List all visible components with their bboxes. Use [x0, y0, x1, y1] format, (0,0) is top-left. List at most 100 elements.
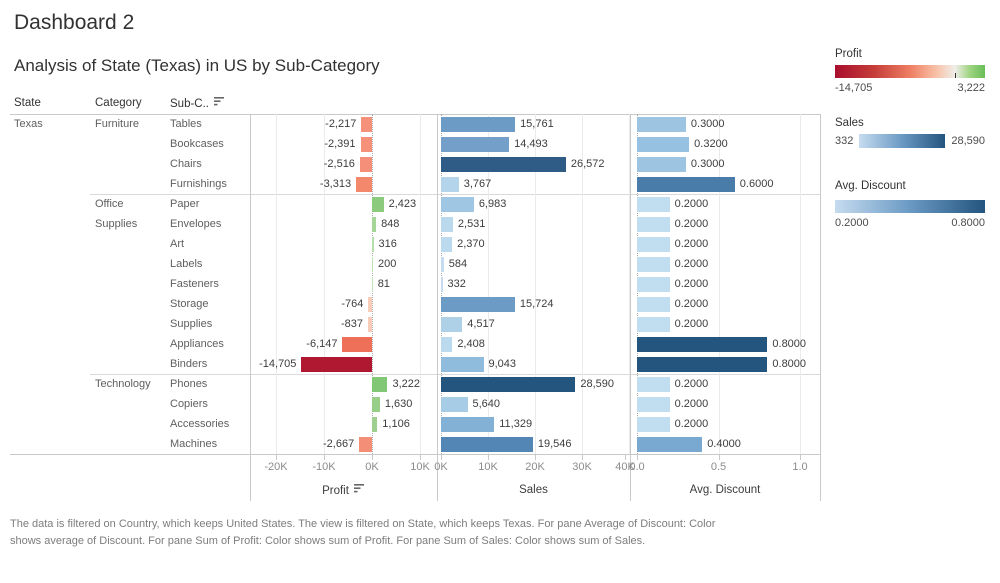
sales-bar[interactable] [441, 237, 453, 252]
sort-icon[interactable] [353, 484, 365, 496]
profit-bar[interactable] [359, 437, 372, 452]
profit-value-label: 200 [377, 258, 397, 270]
subcategory-label[interactable]: Binders [170, 358, 208, 370]
discount-gradient[interactable] [835, 200, 985, 213]
discount-bar[interactable] [637, 297, 670, 312]
subcategory-label[interactable]: Supplies [170, 318, 213, 330]
category-label[interactable]: Office [95, 198, 124, 210]
profit-legend-max: 3,222 [957, 82, 985, 94]
sales-bar[interactable] [441, 277, 443, 292]
sales-bar[interactable] [441, 217, 453, 232]
subcategory-label[interactable]: Phones [170, 378, 208, 390]
discount-bar[interactable] [637, 337, 768, 352]
sales-bar[interactable] [441, 397, 468, 412]
page-title: Dashboard 2 [14, 11, 135, 34]
sales-bar[interactable] [441, 117, 516, 132]
profit-value-label: -2,516 [323, 158, 355, 170]
sales-bar[interactable] [441, 257, 444, 272]
discount-value-label: 0.2000 [674, 398, 709, 410]
discount-bar[interactable] [637, 317, 670, 332]
profit-bar[interactable] [301, 357, 372, 372]
sales-value-label: 26,572 [570, 158, 605, 170]
profit-bar[interactable] [360, 137, 372, 152]
sales-bar[interactable] [441, 437, 533, 452]
axis-tick [625, 455, 626, 460]
profit-value-label: 848 [381, 218, 400, 230]
discount-bar[interactable] [637, 217, 670, 232]
subcategory-label[interactable]: Copiers [170, 398, 208, 410]
discount-bar[interactable] [637, 437, 703, 452]
sales-bar[interactable] [441, 137, 510, 152]
sales-bar[interactable] [441, 197, 474, 212]
subcategory-label[interactable]: Envelopes [170, 218, 222, 230]
profit-bar[interactable] [368, 297, 372, 312]
discount-bar[interactable] [637, 397, 670, 412]
profit-bar[interactable] [372, 277, 373, 292]
profit-bar[interactable] [359, 157, 372, 172]
discount-bar[interactable] [637, 177, 735, 192]
profit-bar[interactable] [372, 217, 377, 232]
discount-bar[interactable] [637, 277, 670, 292]
subcategory-label[interactable]: Chairs [170, 158, 202, 170]
subcategory-label[interactable]: Tables [170, 118, 202, 130]
subcategory-label[interactable]: Appliances [170, 338, 224, 350]
sales-bar[interactable] [441, 297, 515, 312]
discount-bar[interactable] [637, 237, 670, 252]
discount-bar[interactable] [637, 257, 670, 272]
profit-gradient[interactable] [835, 65, 985, 78]
subcategory-label[interactable]: Labels [170, 258, 203, 270]
subcategory-label[interactable]: Art [170, 238, 185, 250]
profit-value-label: -2,667 [323, 438, 355, 450]
axis-tick [718, 455, 720, 460]
subcategory-label[interactable]: Machines [170, 438, 218, 450]
profit-bar[interactable] [372, 257, 373, 272]
profit-bar[interactable] [361, 117, 372, 132]
axis-tick-label: 0.0 [629, 461, 645, 473]
column-header-subcategory[interactable]: Sub-C.. [170, 97, 225, 110]
state-label[interactable]: Texas [14, 118, 43, 130]
discount-bar[interactable] [637, 157, 686, 172]
subcategory-label[interactable]: Furnishings [170, 178, 227, 190]
profit-bar[interactable] [372, 237, 374, 252]
discount-value-label: 0.8000 [772, 338, 807, 350]
profit-bar[interactable] [356, 177, 372, 192]
subcategory-label[interactable]: Paper [170, 198, 200, 210]
discount-color-legend: Avg. Discount 0.2000 0.8000 [835, 180, 985, 229]
subcategory-label[interactable]: Storage [170, 298, 209, 310]
sales-bar[interactable] [441, 317, 463, 332]
discount-value-label: 0.3000 [690, 118, 725, 130]
subcategory-label[interactable]: Fasteners [170, 278, 219, 290]
profit-bar[interactable] [342, 337, 372, 352]
column-header-category[interactable]: Category [95, 97, 142, 109]
category-label[interactable]: Furniture [95, 118, 140, 130]
discount-bar[interactable] [637, 117, 686, 132]
sales-bar[interactable] [441, 417, 495, 432]
subcategory-label[interactable]: Accessories [170, 418, 230, 430]
subcategory-label[interactable]: Bookcases [170, 138, 224, 150]
profit-bar[interactable] [372, 197, 384, 212]
category-label[interactable]: Supplies [95, 218, 138, 230]
sales-gradient[interactable] [859, 134, 946, 148]
axis-tick [535, 455, 536, 460]
sales-bar[interactable] [441, 357, 484, 372]
sales-bar[interactable] [441, 177, 459, 192]
discount-bar[interactable] [637, 357, 768, 372]
axis-tick [276, 455, 277, 460]
discount-bar[interactable] [637, 137, 690, 152]
discount-bar[interactable] [637, 197, 670, 212]
discount-bar[interactable] [637, 377, 670, 392]
sales-bar[interactable] [441, 157, 566, 172]
profit-bar[interactable] [372, 417, 378, 432]
axis-tick [488, 455, 489, 460]
category-label[interactable]: Technology [95, 378, 151, 390]
profit-bar[interactable] [372, 397, 380, 412]
column-header-state[interactable]: State [14, 97, 41, 109]
sort-icon[interactable] [214, 97, 225, 109]
profit-bar[interactable] [372, 377, 388, 392]
sales-bar[interactable] [441, 337, 453, 352]
chart-top-border [10, 114, 820, 115]
caption-text: The data is filtered on Country, which k… [10, 518, 716, 548]
discount-bar[interactable] [637, 417, 670, 432]
profit-bar[interactable] [367, 317, 372, 332]
sales-bar[interactable] [441, 377, 576, 392]
